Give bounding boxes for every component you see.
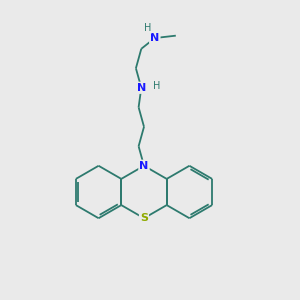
Text: S: S bbox=[140, 213, 148, 223]
Text: N: N bbox=[150, 33, 159, 43]
Text: H: H bbox=[144, 23, 151, 34]
Text: N: N bbox=[137, 83, 146, 93]
Text: N: N bbox=[140, 161, 148, 171]
Text: H: H bbox=[153, 81, 160, 91]
